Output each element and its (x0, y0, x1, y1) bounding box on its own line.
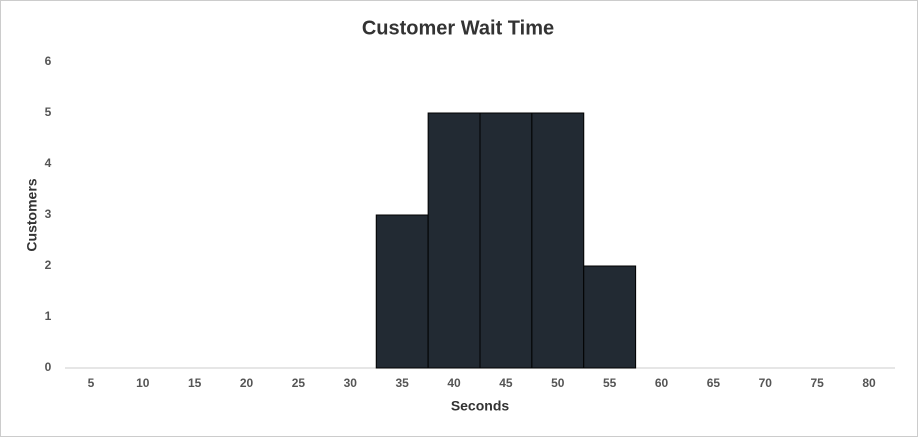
bar (427, 112, 481, 369)
x-tick-label: 75 (811, 376, 825, 390)
y-axis-title: Customers (24, 178, 40, 251)
x-tick-label: 55 (603, 376, 617, 390)
bar (531, 112, 585, 369)
x-tick-label: 65 (707, 376, 721, 390)
x-tick-label: 50 (551, 376, 565, 390)
y-tick-label: 1 (45, 309, 52, 323)
x-axis-title: Seconds (451, 398, 510, 414)
x-tick-label: 60 (655, 376, 669, 390)
x-tick-label: 45 (499, 376, 513, 390)
chart-title: Customer Wait Time (362, 17, 554, 39)
x-tick-label: 5 (88, 376, 95, 390)
bar (479, 112, 533, 369)
x-tick-label: 10 (136, 376, 150, 390)
x-tick-label: 80 (862, 376, 876, 390)
x-tick-label: 35 (396, 376, 410, 390)
y-tick-label: 6 (45, 54, 52, 68)
y-tick-label: 0 (45, 360, 52, 374)
x-tick-label: 15 (188, 376, 202, 390)
y-tick-label: 4 (45, 156, 52, 170)
x-tick-label: 25 (292, 376, 306, 390)
y-tick-label: 5 (45, 105, 52, 119)
y-tick-label: 3 (45, 207, 52, 221)
x-tick-label: 40 (447, 376, 461, 390)
bar (375, 214, 429, 369)
x-tick-label: 30 (344, 376, 358, 390)
bar (583, 265, 637, 369)
x-tick-label: 70 (759, 376, 773, 390)
x-tick-label: 20 (240, 376, 254, 390)
y-tick-label: 2 (45, 258, 52, 272)
